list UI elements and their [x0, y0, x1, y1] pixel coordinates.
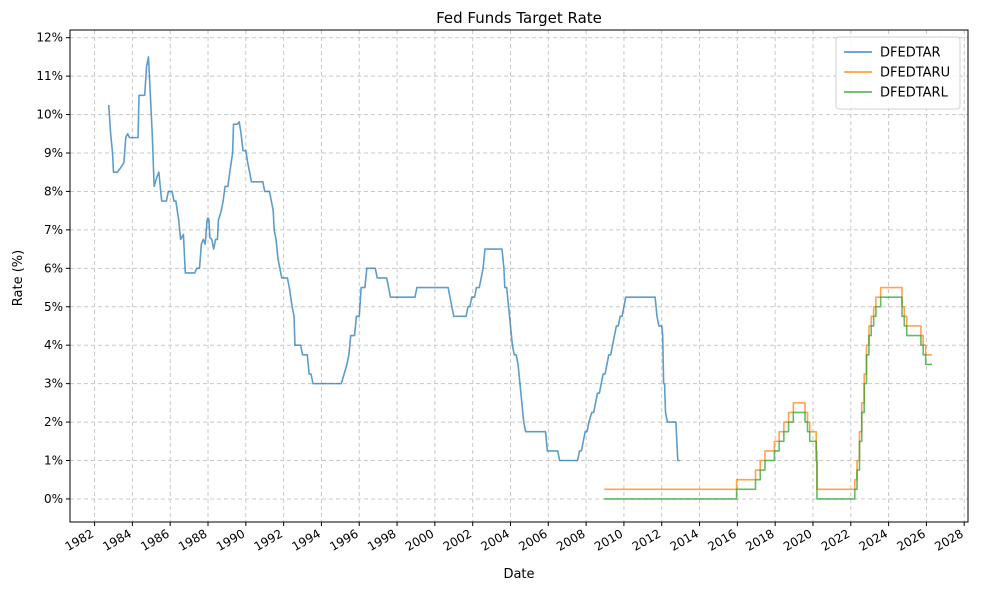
- y-tick-label: 8%: [44, 184, 63, 198]
- x-tick-label: 1984: [100, 526, 133, 553]
- legend-box: [835, 36, 961, 110]
- y-tick-label: 6%: [44, 261, 63, 275]
- x-tick-label: 1986: [138, 526, 171, 553]
- x-tick-label: 2028: [932, 526, 965, 553]
- plot-frame: [69, 29, 969, 523]
- x-tick-label: 1994: [289, 526, 322, 553]
- x-tick-label: 2020: [781, 526, 814, 553]
- y-tick-label: 10%: [36, 108, 63, 122]
- legend: DFEDTAR DFEDTARU DFEDTARL: [835, 36, 961, 110]
- series-line-dfedtarl: [604, 296, 933, 500]
- x-axis-ticks: 1982 1984 1986 1988 1990 1992 1994 1996 1998 2000…: [63, 522, 966, 554]
- y-tick-label: 9%: [44, 146, 63, 160]
- chart-title: Fed Funds Target Rate: [436, 9, 602, 27]
- x-tick-label: 1996: [327, 526, 360, 553]
- legend-label: DFEDTARL: [880, 86, 949, 101]
- x-tick-label: 1990: [214, 526, 247, 553]
- x-tick-label: 2022: [819, 526, 852, 553]
- y-tick-label: 5%: [44, 300, 63, 314]
- y-tick-label: 4%: [44, 338, 63, 352]
- x-tick-label: 2000: [403, 526, 436, 553]
- series-line-dfedtaru: [604, 286, 933, 491]
- y-tick-label: 11%: [36, 69, 63, 83]
- x-tick-label: 2012: [630, 526, 663, 553]
- legend-label: DFEDTARU: [880, 66, 950, 81]
- y-tick-label: 2%: [44, 415, 63, 429]
- x-tick-label: 1988: [176, 526, 209, 553]
- x-tick-label: 2010: [592, 526, 625, 553]
- y-tick-label: 12%: [36, 31, 63, 45]
- series-lines: [107, 56, 933, 500]
- x-tick-label: 2016: [705, 526, 738, 553]
- x-tick-label: 2006: [516, 526, 549, 553]
- y-tick-label: 0%: [44, 492, 63, 506]
- x-tick-label: 2014: [668, 526, 701, 553]
- x-tick-label: 2004: [479, 526, 512, 553]
- grid: [70, 30, 968, 522]
- x-tick-label: 2024: [857, 526, 890, 553]
- y-axis-ticks: 0% 1% 2% 3% 4% 5% 6% 7% 8% 9% 10% 11% 12%: [36, 31, 70, 506]
- x-tick-label: 2026: [894, 526, 927, 553]
- x-axis-title: Date: [503, 567, 534, 582]
- x-tick-label: 1992: [252, 526, 285, 553]
- x-tick-label: 2002: [441, 526, 474, 553]
- x-tick-label: 1998: [365, 526, 398, 553]
- series-line-dfedtar: [107, 56, 680, 462]
- x-tick-label: 2018: [743, 526, 776, 553]
- y-tick-label: 1%: [44, 454, 63, 468]
- y-axis-title: Rate (%): [11, 250, 26, 306]
- legend-label: DFEDTAR: [880, 46, 941, 61]
- x-tick-label: 2008: [554, 526, 587, 553]
- y-tick-label: 7%: [44, 223, 63, 237]
- x-tick-label: 1982: [63, 526, 96, 553]
- y-tick-label: 3%: [44, 377, 63, 391]
